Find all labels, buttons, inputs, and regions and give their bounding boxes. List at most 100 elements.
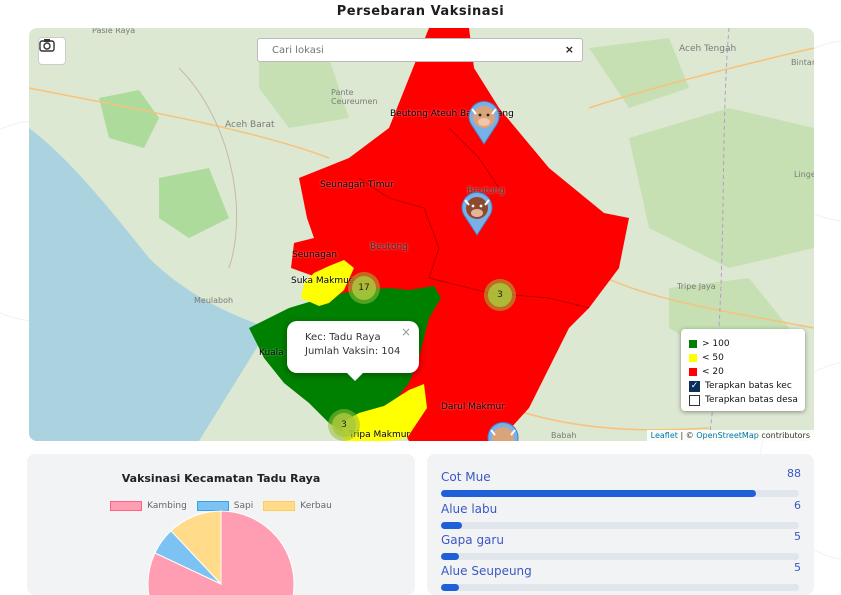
progress-track (441, 553, 799, 560)
cluster-count: 3 (488, 283, 512, 307)
legend-swatch (689, 368, 697, 376)
forest-area (259, 48, 349, 128)
region-label: Kuala (259, 348, 284, 358)
chart-title: Vaksinasi Kecamatan Tadu Raya (121, 472, 321, 485)
progress-track (441, 522, 799, 529)
progress-fill (441, 553, 459, 560)
road (588, 47, 814, 109)
region-popup: × Kec: Tadu Raya Jumlah Vaksin: 104 (287, 321, 419, 381)
legend-item: > 100 (689, 337, 805, 351)
legend-item: < 50 (689, 351, 805, 365)
toggle-district-boundary[interactable]: ✓ Terapkan batas kec (689, 379, 805, 393)
toggle-village-boundary[interactable]: Terapkan batas desa (689, 393, 805, 407)
basemap-label: Pasie Raya (92, 28, 136, 35)
region-mid[interactable] (341, 384, 427, 441)
region-label: Darul Makmur (441, 402, 505, 412)
map-attribution: Leaflet | © OpenStreetMap contributors (646, 430, 814, 441)
basemap-label: Aceh Tengah (679, 44, 737, 54)
cluster-count: 3 (332, 413, 356, 437)
osm-link[interactable]: OpenStreetMap (696, 431, 759, 440)
boundary-line (178, 67, 238, 269)
progress-fill (441, 490, 757, 497)
legend-label: Kerbau (300, 501, 332, 511)
region-label: Beutong Ateuh Banggalang (390, 109, 514, 119)
region-label: Beutong (370, 242, 408, 252)
forest-area (589, 38, 689, 108)
legend-label: Kambing (147, 501, 187, 511)
cow-marker-icon[interactable] (465, 100, 503, 146)
village-name: Gapa garu (441, 533, 504, 547)
basemap-label: Pante Ceureumen (331, 88, 378, 106)
legend-swatch (689, 340, 697, 348)
location-search[interactable]: × (257, 38, 583, 62)
road (29, 87, 330, 159)
basemap-label: Tripe Jaya (677, 282, 716, 291)
camera-icon (39, 39, 55, 52)
legend-label: < 50 (702, 353, 724, 363)
progress-track (441, 584, 799, 591)
legend-label: < 20 (702, 367, 724, 377)
chart-legend: Kambing Sapi Kerbau (27, 501, 415, 511)
village-name: Alue Seupeung (441, 564, 532, 578)
basemap-label: Babah (551, 431, 577, 440)
cluster-count: 17 (352, 276, 376, 300)
attribution-suffix: contributors (758, 431, 810, 440)
village-count: 6 (794, 499, 801, 512)
checkbox-checked-icon[interactable]: ✓ (689, 380, 700, 392)
attribution-separator: | © (677, 431, 697, 440)
checkbox-unchecked-icon[interactable] (689, 394, 700, 406)
chart-legend-item[interactable]: Sapi (196, 501, 254, 511)
marker-cluster[interactable]: 17 (348, 272, 380, 304)
progress-track (441, 490, 799, 497)
screenshot-button[interactable] (38, 37, 66, 65)
marker-cluster[interactable]: 3 (484, 279, 516, 311)
page-title: Persebaran Vaksinasi (336, 4, 505, 19)
legend-swatch (110, 501, 143, 511)
chart-legend-item[interactable]: Kerbau (263, 501, 332, 511)
popup-close-button[interactable]: × (400, 325, 411, 339)
village-count: 5 (794, 530, 801, 543)
legend-item: < 20 (689, 365, 805, 379)
district-boundary (428, 277, 590, 309)
village-count: 88 (787, 467, 801, 480)
leaflet-link[interactable]: Leaflet (650, 431, 678, 440)
toggle-label: Terapkan batas desa (705, 395, 798, 405)
progress-fill (441, 522, 463, 529)
forest-area (159, 168, 229, 238)
cow-marker-icon[interactable] (458, 191, 496, 237)
legend-label: Sapi (233, 501, 254, 511)
marker-cluster[interactable]: 3 (328, 409, 360, 441)
map-legend: > 100 < 50 < 20 ✓ Terapkan batas kec Ter… (681, 329, 805, 411)
progress-fill (441, 584, 459, 591)
pie-chart[interactable] (27, 454, 415, 595)
search-input[interactable] (270, 44, 554, 57)
basemap-label: Bintang (791, 58, 814, 67)
map-view[interactable]: × Pasie Raya Aceh Tengah Bintang Aceh Ba… (29, 28, 814, 441)
region-label: Suka Makmue (291, 276, 355, 286)
district-boundary (358, 177, 440, 279)
cow-marker-icon[interactable] (484, 421, 522, 441)
sea (29, 128, 269, 441)
legend-swatch (196, 501, 229, 511)
legend-swatch (263, 501, 296, 511)
region-label: Tripa Makmur (349, 430, 411, 440)
village-name: Cot Mue (441, 470, 491, 484)
road (508, 407, 710, 431)
basemap-label: Meulaboh (194, 296, 234, 305)
legend-label: > 100 (702, 339, 730, 349)
chart-legend-item[interactable]: Kambing (110, 501, 187, 511)
legend-swatch (689, 354, 697, 362)
chart-card: Vaksinasi Kecamatan Tadu Raya Kambing Sa… (27, 454, 415, 595)
toggle-label: Terapkan batas kec (705, 381, 792, 391)
search-clear-button[interactable]: × (564, 43, 574, 56)
village-count: 5 (794, 561, 801, 574)
region-label: Seunagan (292, 250, 338, 260)
basemap-label: Linge (794, 170, 814, 179)
basemap-label: Aceh Barat (225, 120, 275, 130)
region-mid[interactable] (301, 260, 354, 306)
marker-label: Beutong (467, 186, 505, 196)
boundary-line (708, 28, 730, 441)
forest-area (629, 108, 814, 268)
pie-slice-kerbau[interactable] (170, 510, 222, 586)
village-name: Alue labu (441, 502, 498, 516)
